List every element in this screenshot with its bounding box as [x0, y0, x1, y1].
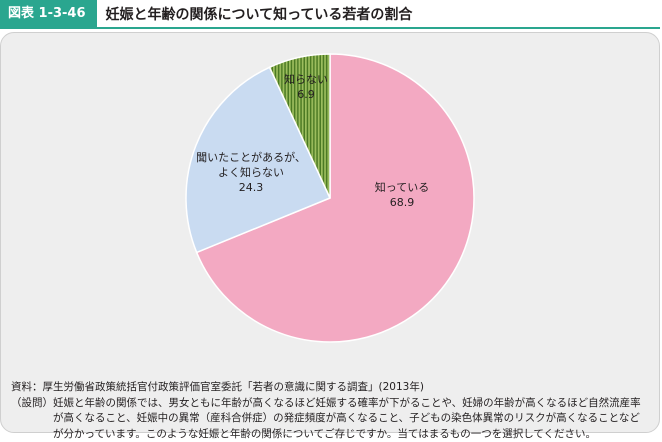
question-note-text: 妊娠と年齢の関係では、男女ともに年齢が高くなるほど妊娠する確率が下がることや、妊…: [53, 396, 647, 442]
question-note-head: （設問）: [11, 396, 53, 442]
source-note: 資料： 厚生労働省政策統括官付政策評価官室委託「若者の意識に関する調査」(201…: [11, 380, 647, 396]
figure-label: 図表 1-3-46: [0, 0, 97, 27]
source-note-head: 資料：: [11, 380, 43, 396]
question-note: （設問） 妊娠と年齢の関係では、男女ともに年齢が高くなるほど妊娠する確率が下がる…: [11, 396, 647, 442]
figure-header: 図表 1-3-46 妊娠と年齢の関係について知っている若者の割合: [0, 0, 660, 29]
pie-slices: [186, 54, 474, 342]
pie-slice-value-1: 68.9: [390, 196, 415, 209]
pie-slice-value-2: 24.3: [239, 181, 264, 194]
source-note-text: 厚生労働省政策統括官付政策評価官室委託「若者の意識に関する調査」(2013年): [43, 380, 648, 396]
pie-slice-value-3: 6.9: [297, 88, 315, 101]
figure-title: 妊娠と年齢の関係について知っている若者の割合: [97, 4, 413, 24]
